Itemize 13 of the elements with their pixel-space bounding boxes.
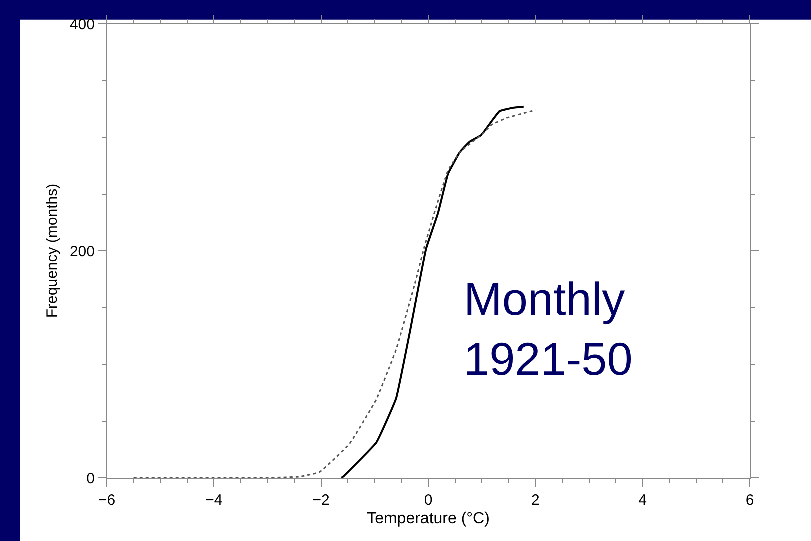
x-tick-label: 0 bbox=[424, 492, 433, 509]
y-tick-label: 400 bbox=[70, 16, 95, 34]
x-tick-label: −6 bbox=[98, 492, 116, 509]
x-tick-label: −4 bbox=[206, 492, 223, 509]
y-axis-title: Frequency (months) bbox=[44, 184, 62, 318]
x-tick-label: −2 bbox=[312, 492, 330, 509]
x-axis-title: Temperature (°C) bbox=[367, 510, 490, 528]
y-tick-label: 200 bbox=[70, 243, 95, 260]
y-tick-label: 0 bbox=[86, 470, 95, 488]
x-tick-label: 4 bbox=[638, 492, 647, 509]
annotation: Monthly 1921-50 bbox=[464, 273, 633, 385]
x-tick-label: 6 bbox=[746, 492, 754, 509]
x-tick-label: 2 bbox=[532, 492, 540, 509]
